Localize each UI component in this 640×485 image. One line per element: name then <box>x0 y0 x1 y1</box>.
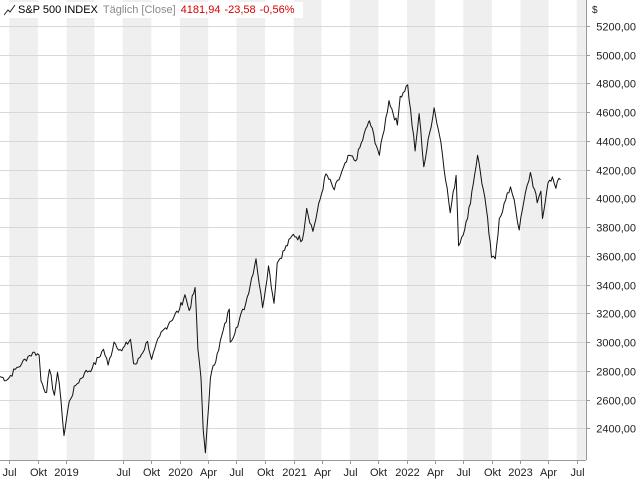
series-line <box>0 84 561 454</box>
x-tick-label: Jul <box>116 467 130 479</box>
y-tick-label: 4800,00 <box>596 79 636 91</box>
gridlines <box>0 26 586 429</box>
last-price: 4181,94 <box>180 4 221 16</box>
time-band <box>236 0 266 460</box>
y-tick-label: 3600,00 <box>596 252 636 264</box>
y-tick-label: 3200,00 <box>596 309 636 321</box>
time-band <box>179 0 209 460</box>
x-tick-label: Apr <box>314 467 331 479</box>
x-tick-label: 2020 <box>168 467 192 479</box>
y-tick-label: 4200,00 <box>596 166 636 178</box>
x-tick-label: Jul <box>343 467 357 479</box>
y-tick-label: 2800,00 <box>596 367 636 379</box>
chart-mode-label: Täglich [Close] <box>102 4 176 16</box>
series-line-layer <box>0 84 561 454</box>
y-tick-label: 4000,00 <box>596 194 636 206</box>
y-tick-label: 5000,00 <box>596 51 636 63</box>
x-tick-label: Apr <box>200 467 217 479</box>
x-tick-label: Okt <box>370 467 387 479</box>
x-tick-label: Okt <box>30 467 47 479</box>
y-tick-label: 2600,00 <box>596 396 636 408</box>
x-tick-label: 2021 <box>282 467 306 479</box>
time-band <box>463 0 492 460</box>
instrument-name: S&P 500 INDEX <box>18 4 98 16</box>
x-tick-label: 2019 <box>54 467 78 479</box>
time-band <box>349 0 379 460</box>
x-tick-label: Okt <box>484 467 501 479</box>
time-band <box>407 0 435 460</box>
x-tick-label: Jul <box>229 467 243 479</box>
time-band <box>66 0 95 460</box>
x-axis: Jul Okt 2019 Jul Okt 2020 Apr Jul Okt 2021 Apr Jul O… <box>2 460 585 479</box>
time-band <box>293 0 322 460</box>
time-band <box>576 0 586 460</box>
x-tick-label: 2022 <box>395 467 419 479</box>
line-chart-icon <box>3 4 16 16</box>
x-tick-label: 2023 <box>508 467 532 479</box>
time-band <box>122 0 152 460</box>
y-tick-label: 5200,00 <box>596 22 636 34</box>
x-tick-label: Jul <box>2 467 16 479</box>
x-tick-label: Apr <box>540 467 557 479</box>
y-tick-label: 3400,00 <box>596 281 636 293</box>
y-tick-label: 2400,00 <box>596 424 636 436</box>
change-percent: -0,56% <box>259 4 295 16</box>
y-tick-label: 3800,00 <box>596 223 636 235</box>
y-tick-label: 3000,00 <box>596 338 636 350</box>
currency-label: $ <box>592 5 598 16</box>
x-tick-label: Okt <box>257 467 274 479</box>
x-tick-label: Okt <box>143 467 160 479</box>
y-axis: 2400,00 2600,00 2800,00 3000,00 3200,00 3400,… <box>586 5 636 436</box>
y-tick-label: 4600,00 <box>596 108 636 120</box>
change-absolute: -23,58 <box>224 4 256 16</box>
time-band <box>9 0 38 460</box>
x-tick-label: Jul <box>570 467 584 479</box>
time-bands <box>9 0 586 460</box>
x-tick-label: Jul <box>456 467 470 479</box>
y-tick-label: 4400,00 <box>596 137 636 149</box>
time-band <box>520 0 549 460</box>
chart-header: S&P 500 INDEX Täglich [Close] 4181,94 -2… <box>3 2 303 18</box>
x-tick-label: Apr <box>427 467 444 479</box>
plot-frame <box>0 0 587 461</box>
